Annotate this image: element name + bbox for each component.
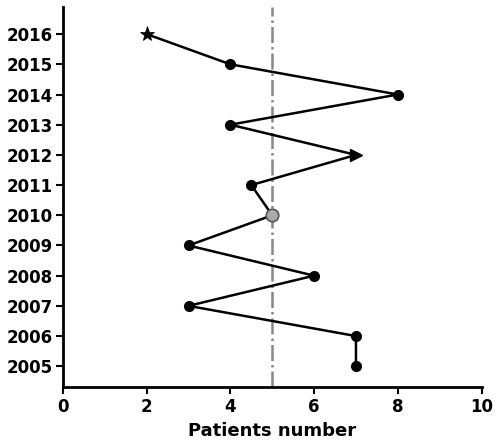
X-axis label: Patients number: Patients number	[188, 422, 356, 440]
